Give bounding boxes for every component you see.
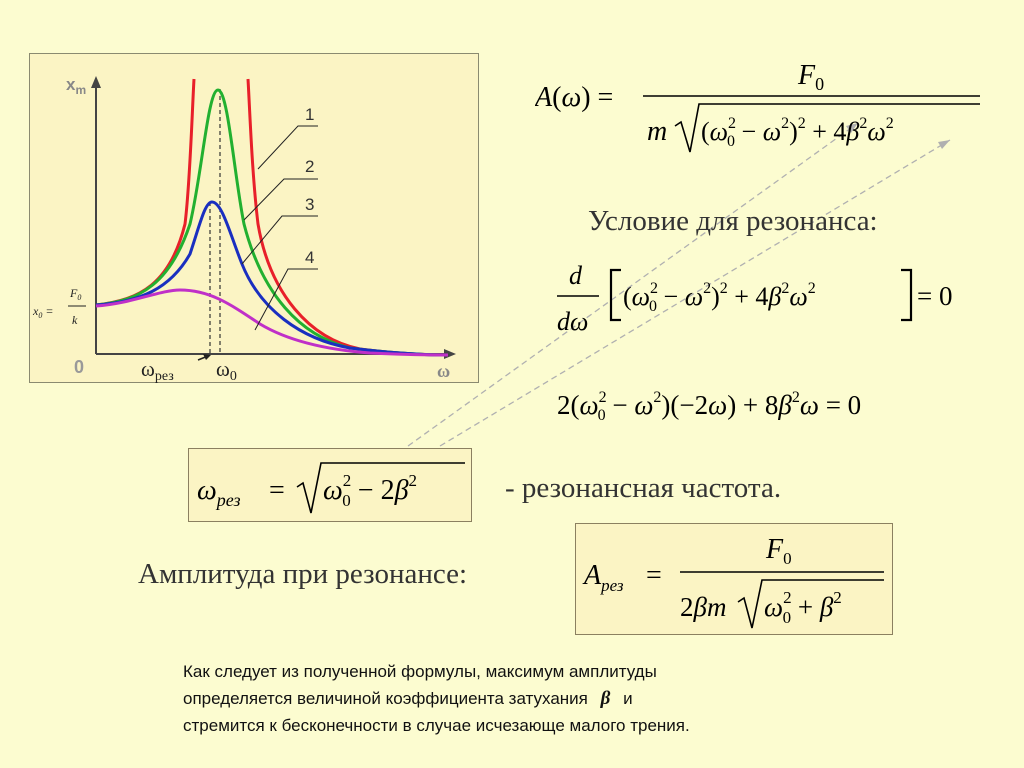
deriv-left-bracket xyxy=(609,268,621,322)
x-axis-arrow xyxy=(444,349,456,359)
amplitude-lhs: A(ω) = xyxy=(535,82,613,113)
connector-line-1 xyxy=(407,122,859,447)
omega-res-arrowhead xyxy=(203,354,211,360)
amp-res-sqrt xyxy=(737,579,884,629)
amplitude-numerator: F0 xyxy=(797,60,824,94)
y-axis-label: xm xyxy=(66,75,86,97)
amplitude-den-m: m xyxy=(647,116,667,147)
deriv-body: (ω2 0 − ω2)2 + 4β2ω2 xyxy=(623,280,816,315)
curve-label-4: 4 xyxy=(305,248,314,267)
curve-label-3: 3 xyxy=(305,195,314,214)
omega0-label: ω0 xyxy=(216,357,237,384)
leader-2 xyxy=(243,178,318,221)
derivative-equation: d dω (ω2 0 − ω2)2 + 4β2ω2 = 0 xyxy=(555,258,985,348)
note-line-2a: определяется величиной коэффициента зату… xyxy=(183,689,588,708)
leader-1 xyxy=(257,125,318,170)
omega-res-label: ωрез xyxy=(141,357,174,384)
amp-res-den-pre: 2βm xyxy=(680,592,726,622)
amp-res-eq: = xyxy=(646,560,662,591)
amplitude-den-body: (ω2 0 − ω2)2 + 4β2ω2 xyxy=(701,115,894,150)
deriv-d-num: d xyxy=(569,261,583,290)
omega-res-eq: = xyxy=(269,475,285,506)
curve-4 xyxy=(95,288,449,357)
omega-res-box: ωрез = ω2 0 − 2β2 xyxy=(188,448,472,522)
second-equation: 2(ω2 0 − ω2)(−2ω) + 8β2ω = 0 xyxy=(555,380,985,430)
resonance-plot: 1 2 3 4 xm ω 0 x0 = F0 k ωрез ω0 xyxy=(32,75,456,384)
omega-res-body: ω2 0 − 2β2 xyxy=(323,471,417,510)
amplitude-formula: A(ω) = F0 m (ω2 0 − ω2)2 + 4β2ω2 xyxy=(533,58,985,158)
deriv-d-den: dω xyxy=(557,307,588,336)
note-line-1: Как следует из полученной формулы, макси… xyxy=(183,662,657,681)
deriv-right-bracket xyxy=(901,268,913,322)
x0-den: k xyxy=(72,313,78,327)
curve-label-1: 1 xyxy=(305,105,314,124)
deriv-rhs: = 0 xyxy=(917,281,952,311)
resonance-frequency-label: - резонансная частота. xyxy=(505,472,782,504)
note-line-2b: и xyxy=(623,689,633,708)
connector-arrow-2 xyxy=(938,140,950,149)
second-eq-text: 2(ω2 0 − ω2)(−2ω) + 8β2ω = 0 xyxy=(557,389,861,424)
explanation-note: Как следует из полученной формулы, макси… xyxy=(183,658,903,739)
amplitude-at-resonance-label: Амплитуда при резонансе: xyxy=(138,558,468,590)
amplitude-res-formula-svg: Aрез = F0 2βm ω2 0 + β2 xyxy=(582,534,884,629)
amp-res-numerator: F0 xyxy=(765,534,792,568)
amplitude-formula-svg: A(ω) = F0 m (ω2 0 − ω2)2 + 4β2ω2 xyxy=(533,60,980,153)
omega-res-formula-svg: ωрез = ω2 0 − 2β2 xyxy=(197,462,465,514)
origin-label: 0 xyxy=(74,357,84,377)
amplitude-sqrt xyxy=(674,103,980,153)
curve-3 xyxy=(95,200,449,357)
leader-3 xyxy=(241,215,318,265)
x0-label: x0 = xyxy=(32,304,53,320)
amplitude-res-box: Aрез = F0 2βm ω2 0 + β2 xyxy=(575,523,893,635)
amp-res-lhs: Aрез xyxy=(582,560,624,595)
second-equation-svg: 2(ω2 0 − ω2)(−2ω) + 8β2ω = 0 xyxy=(557,389,861,424)
amp-res-den-body: ω2 0 + β2 xyxy=(764,588,842,627)
omega-res-lhs: ωрез xyxy=(197,475,241,510)
y-axis-arrow xyxy=(91,76,101,88)
note-line-3: стремится к бесконечности в случае исчез… xyxy=(183,716,690,735)
connector-arrow-1 xyxy=(846,123,858,133)
x0-num: F0 xyxy=(69,286,81,302)
curve-label-2: 2 xyxy=(305,157,314,176)
derivative-equation-svg: d dω (ω2 0 − ω2)2 + 4β2ω2 = 0 xyxy=(557,261,952,336)
x-axis-label: ω xyxy=(437,361,450,381)
note-beta: β xyxy=(600,688,611,709)
leader-4 xyxy=(254,268,318,331)
connector-line-2 xyxy=(439,139,951,447)
resonance-graph: 1 2 3 4 xm ω 0 x0 = F0 k ωрез ω0 xyxy=(29,53,479,384)
condition-heading: Условие для резонанса: xyxy=(588,205,878,237)
omega-res-sqrt xyxy=(296,462,465,514)
note-line-2: определяется величиной коэффициента зату… xyxy=(183,685,903,712)
